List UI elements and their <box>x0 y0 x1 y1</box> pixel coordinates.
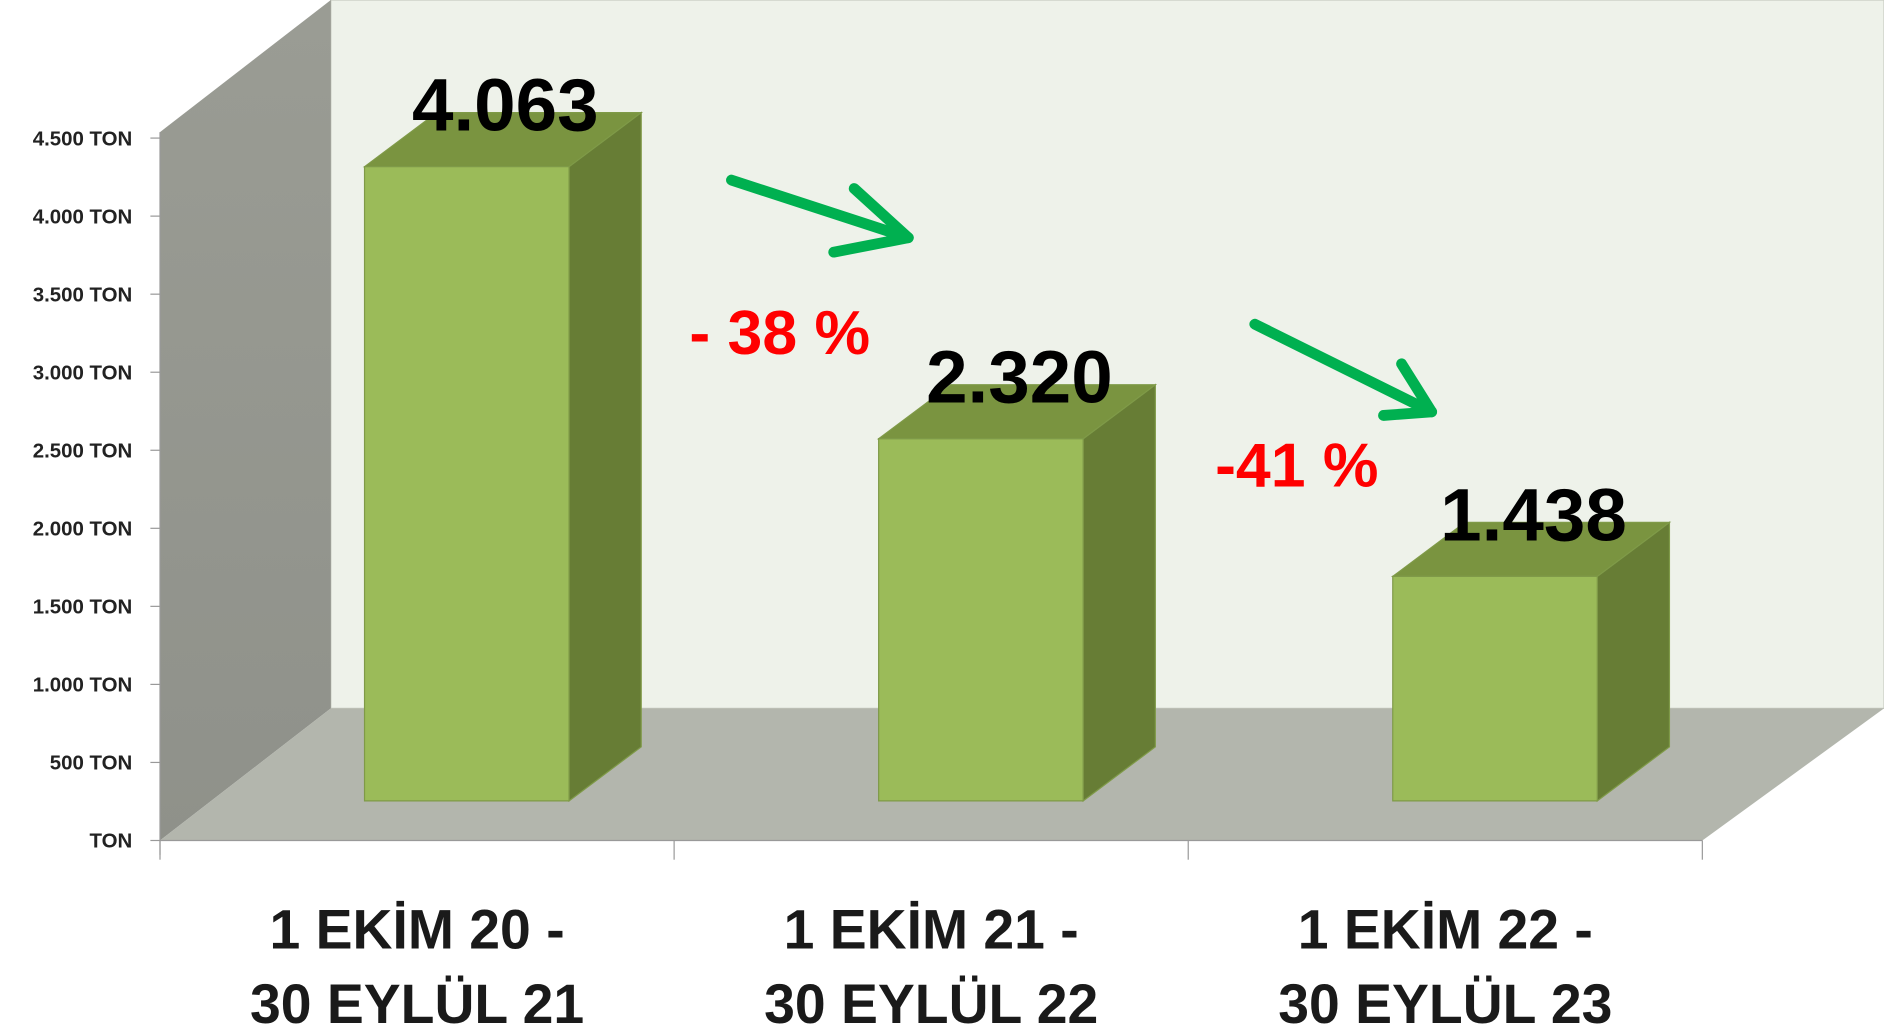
annotation: - 38 % <box>689 298 870 368</box>
x-tick-label: 30 EYLÜL 21 <box>250 973 584 1035</box>
bar <box>1390 521 1672 803</box>
arrow <box>726 174 1438 421</box>
y-tick-label: 2.000 TON <box>33 519 133 541</box>
y-tick-label: TON <box>90 831 133 853</box>
y-tick-label: 4.000 TON <box>33 206 133 228</box>
x-tick-label: 30 EYLÜL 22 <box>764 973 1098 1035</box>
data-label: 4.063 <box>412 64 599 147</box>
annotation: -41 % <box>1215 430 1378 500</box>
y-tick-label: 1.500 TON <box>33 597 133 619</box>
side-wall <box>160 0 331 841</box>
data-label: 2.320 <box>926 336 1113 419</box>
y-tick-label: 4.500 TON <box>33 128 133 150</box>
bar <box>876 383 1158 803</box>
data-label: 1.438 <box>1440 473 1627 556</box>
y-tick-label: 3.500 TON <box>33 284 133 306</box>
x-tick-label: 30 EYLÜL 23 <box>1278 973 1612 1035</box>
y-tick-label: 1.000 TON <box>33 675 133 697</box>
x-tick-label: 1 EKİM 20 - <box>269 899 564 961</box>
y-tick-label: 3.000 TON <box>33 362 133 384</box>
x-tick-label: 1 EKİM 22 - <box>1298 899 1593 961</box>
y-tick-label: 500 TON <box>50 753 133 775</box>
x-tick-label: 1 EKİM 21 - <box>784 899 1079 961</box>
bar <box>362 111 644 803</box>
y-tick-label: 2.500 TON <box>33 440 133 462</box>
